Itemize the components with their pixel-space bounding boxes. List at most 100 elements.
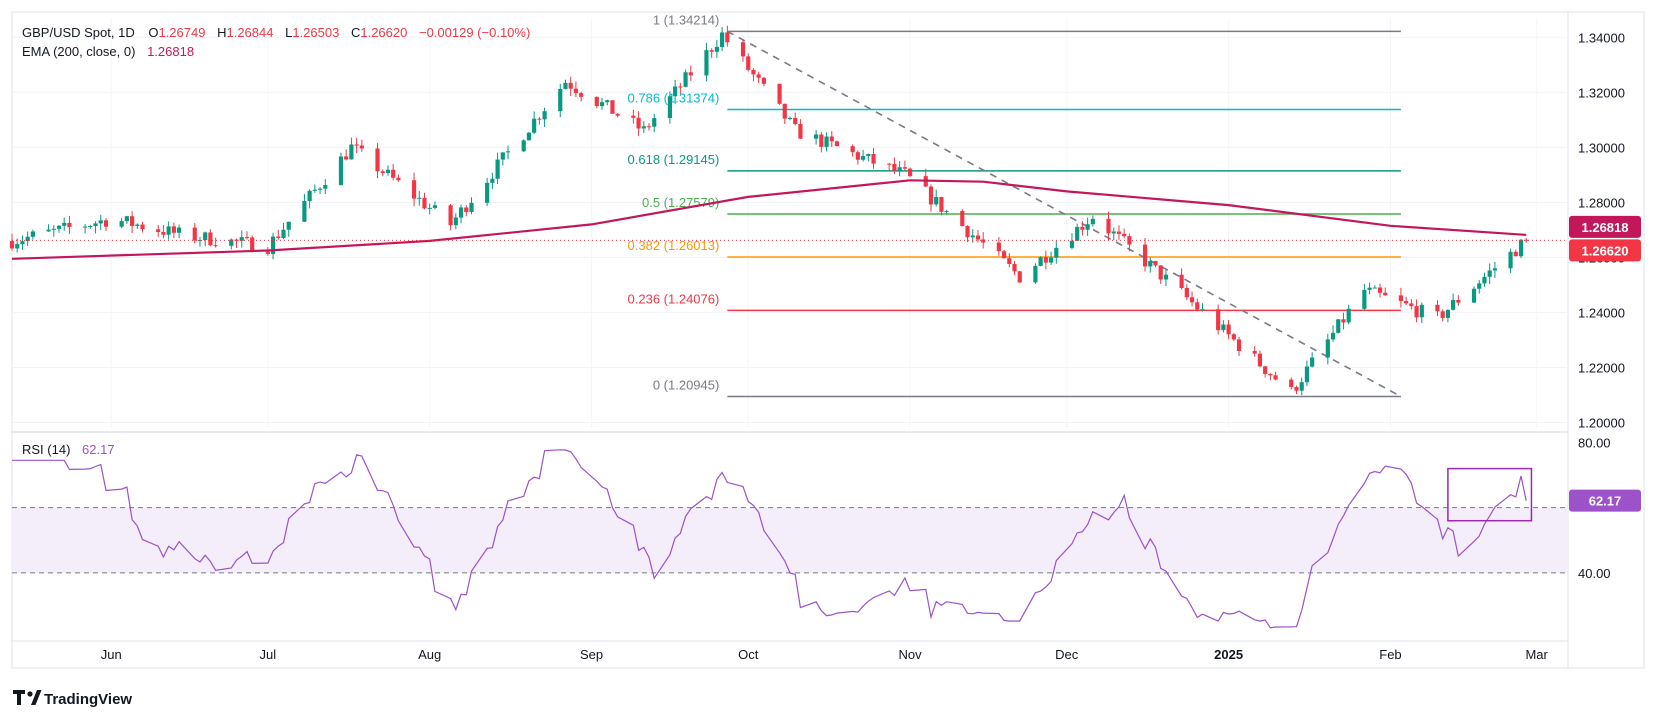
- candle-body: [62, 222, 67, 226]
- time-tick-label: Oct: [738, 647, 759, 662]
- candle-body: [286, 221, 291, 230]
- candle-body: [98, 220, 103, 224]
- candle-body: [636, 117, 641, 129]
- candle-body: [1435, 304, 1440, 312]
- rsi-line: [12, 449, 1527, 629]
- candle-body: [605, 100, 610, 103]
- candle-body: [850, 146, 855, 153]
- candle-body: [422, 197, 427, 209]
- candle-body: [1477, 283, 1482, 289]
- candle-body: [573, 88, 579, 94]
- candle-body: [615, 113, 620, 116]
- time-tick-label: Nov: [899, 647, 923, 662]
- candle-body: [902, 167, 907, 169]
- candle-body: [1482, 276, 1487, 284]
- time-tick-label: Sep: [580, 647, 603, 662]
- rsi-value-badge: 62.17: [1589, 494, 1622, 509]
- price-tick-label: 1.30000: [1578, 140, 1625, 155]
- tv-logo-slash: [31, 690, 42, 705]
- candle-body: [490, 178, 495, 183]
- candle-body: [317, 188, 323, 190]
- candle-body: [1367, 287, 1372, 290]
- candle-body: [892, 163, 897, 171]
- tradingview-logo: TradingView: [13, 690, 132, 708]
- fibonacci-retracement[interactable]: 1 (1.34214) 0.786 (1.31374) 0.618 (1.29145…: [628, 12, 1402, 398]
- tv-logo-mark: [13, 690, 25, 705]
- candle-body: [1336, 319, 1341, 333]
- candle-body: [756, 74, 761, 78]
- candle-body: [793, 117, 798, 125]
- rsi-legend-label: RSI (14): [22, 442, 70, 457]
- candle-body: [1069, 240, 1075, 248]
- candle-body: [673, 86, 678, 97]
- candle-body: [1471, 288, 1477, 303]
- candle-body: [192, 227, 197, 241]
- candle-body: [495, 159, 500, 179]
- ema-200-path: [11, 179, 1527, 260]
- time-tick-label: Jun: [101, 647, 122, 662]
- legend-low: 1.26503: [292, 25, 339, 40]
- candle-body: [135, 224, 140, 226]
- time-axis-labels: Jun Jul Aug Sep Oct Nov Dec 2025 Feb Mar: [101, 647, 1549, 662]
- candle-body: [103, 220, 109, 227]
- candle-body: [15, 244, 20, 249]
- candle-body: [521, 140, 526, 152]
- candle-body: [725, 32, 730, 43]
- candle-body: [453, 217, 458, 226]
- fib-level-label: 0.618 (1.29145): [628, 152, 720, 167]
- rsi-pane: [12, 449, 1568, 629]
- candle-body: [1080, 226, 1085, 230]
- candle-body: [208, 232, 213, 246]
- candle-body: [1419, 304, 1424, 318]
- candle-body: [1310, 357, 1315, 367]
- candle-body: [119, 221, 124, 227]
- price-tick-label: 1.28000: [1578, 195, 1625, 210]
- legend-row-ohlc: GBP/USD Spot, 1D O1.26749 H1.26844 L1.26…: [22, 25, 530, 40]
- candle-body: [688, 72, 693, 76]
- candle-body: [777, 83, 782, 104]
- candle-body: [1377, 287, 1383, 293]
- candle-body: [1017, 271, 1022, 283]
- candle-body: [1299, 382, 1304, 391]
- candle-body: [1236, 339, 1242, 351]
- candle-body: [861, 156, 866, 160]
- legend-high: 1.26844: [226, 25, 273, 40]
- candle-body: [834, 141, 840, 147]
- ema-legend-value: 1.26818: [147, 44, 194, 59]
- candle-body: [1184, 287, 1189, 298]
- candle-body: [1451, 299, 1456, 310]
- candle-body: [579, 93, 584, 97]
- candle-body: [1445, 309, 1450, 318]
- candle-body: [740, 42, 746, 57]
- candle-body: [970, 235, 975, 238]
- candle-body: [1409, 303, 1414, 307]
- candle-body: [281, 229, 286, 238]
- candle-body: [960, 210, 965, 227]
- candle-body: [599, 102, 605, 107]
- candle-body: [20, 241, 25, 245]
- candle-body: [83, 226, 88, 228]
- candle-body: [1362, 289, 1367, 309]
- fib-level-label: 0.786 (1.31374): [628, 91, 720, 106]
- candle-body: [1404, 301, 1409, 304]
- candle-body: [1153, 261, 1158, 266]
- price-tick-label: 1.24000: [1578, 305, 1625, 320]
- candle-body: [1116, 231, 1122, 234]
- candle-body: [1268, 373, 1273, 376]
- candle-body: [667, 96, 672, 119]
- time-tick-label: Dec: [1055, 647, 1079, 662]
- candle-body: [1200, 309, 1205, 311]
- ema-price-badge-bg: [1569, 215, 1641, 238]
- price-grid: [12, 18, 1568, 428]
- candle-body: [746, 56, 751, 70]
- candle-body: [594, 96, 599, 107]
- candle-body: [714, 46, 719, 52]
- close-price-badge-bg: [1569, 239, 1641, 262]
- candle-body: [1263, 366, 1268, 374]
- candle-body: [1304, 366, 1310, 383]
- ema-price-badge: 1.26818: [1582, 220, 1629, 235]
- candle-body: [161, 232, 166, 235]
- time-tick-label: Aug: [418, 647, 441, 662]
- candlestick-series: [9, 25, 1529, 396]
